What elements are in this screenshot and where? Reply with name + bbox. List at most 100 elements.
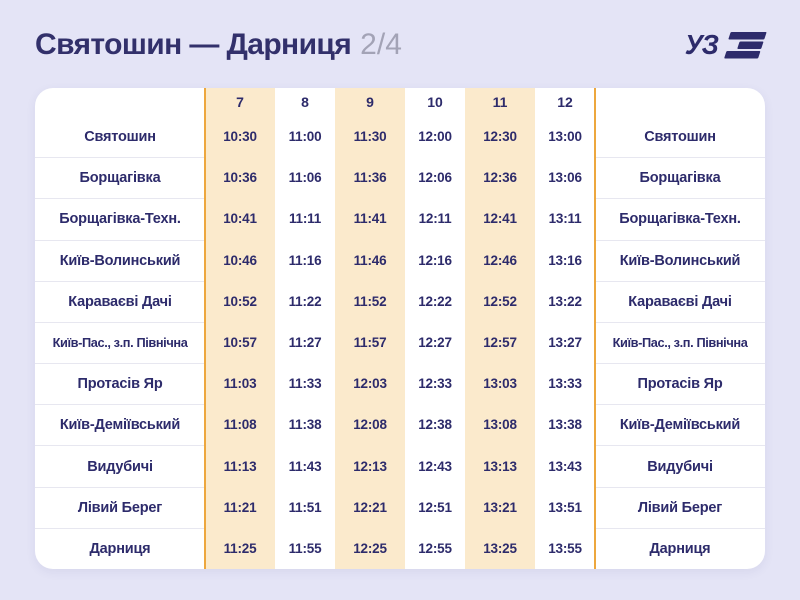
time-cell: 10:30: [205, 116, 275, 158]
hour-header-8: 8: [301, 94, 309, 110]
page-indicator: 2/4: [360, 28, 402, 61]
time-cell: 11:51: [288, 499, 322, 515]
hour-header-12: 12: [557, 94, 573, 110]
time-cell: 11:11: [288, 211, 322, 227]
time-cell: 12:41: [465, 198, 535, 240]
time-cell: 12:06: [418, 170, 452, 186]
timetable-grid: 7 8 9 10 11 12 Святошин 10:30 11:00 11:30 12:00 12:…: [35, 88, 765, 569]
time-cell: 12:36: [465, 157, 535, 199]
time-cell: 13:21: [465, 486, 535, 528]
station-name-right: Київ-Пас., з.п. Північна: [595, 321, 765, 363]
station-header-left: [35, 88, 205, 116]
hour-header-10: 10: [427, 94, 443, 110]
time-cell: 11:55: [288, 540, 322, 556]
time-cell: 11:43: [288, 458, 322, 474]
time-cell: 11:03: [205, 363, 275, 405]
time-cell: 10:57: [205, 321, 275, 364]
time-cell: 11:25: [205, 527, 275, 569]
time-cell: 11:33: [288, 376, 322, 392]
time-cell: 13:55: [548, 540, 582, 556]
time-cell: 12:22: [418, 293, 452, 309]
route-title: Святошин — Дарниця: [35, 28, 352, 61]
time-cell: 12:38: [418, 417, 452, 433]
time-cell: 11:13: [205, 445, 275, 487]
station-name-right: Лівий Берег: [595, 486, 765, 528]
time-cell: 11:00: [288, 129, 322, 145]
time-cell: 11:22: [288, 293, 322, 309]
station-name-right: Святошин: [644, 128, 716, 145]
time-cell: 12:08: [335, 404, 405, 446]
station-name-right: Видубичі: [595, 445, 765, 486]
station-name-left: Лівий Берег: [35, 486, 205, 528]
station-name-right: Протасів Яр: [595, 363, 765, 404]
time-cell: 10:52: [205, 280, 275, 322]
time-cell: 10:46: [205, 239, 275, 281]
uz-logo-text: УЗ: [684, 29, 719, 60]
uz-logo: УЗ: [684, 29, 767, 61]
time-cell: 13:11: [548, 211, 582, 227]
time-cell: 13:22: [548, 293, 582, 309]
time-cell: 11:21: [205, 486, 275, 528]
time-cell: 12:03: [335, 363, 405, 405]
time-cell: 12:00: [418, 129, 452, 145]
time-cell: 11:16: [288, 252, 322, 268]
time-cell: 12:52: [465, 280, 535, 322]
station-name-left: Київ-Пас., з.п. Північна: [35, 321, 205, 363]
station-name-right: Борщагівка: [595, 157, 765, 198]
time-cell: 11:06: [288, 170, 322, 186]
station-header-right: [595, 88, 765, 116]
hour-header-7: 7: [205, 88, 275, 116]
page-title: Святошин — Дарниця 2/4: [35, 28, 402, 62]
timetable: 7 8 9 10 11 12 Святошин 10:30 11:00 11:30 12:00 12:…: [35, 88, 765, 569]
station-name-right: Київ-Деміївський: [595, 404, 765, 445]
time-cell: 12:25: [335, 527, 405, 569]
station-name-left: Київ-Волинський: [35, 239, 205, 281]
time-cell: 11:30: [335, 116, 405, 158]
divider-right: [594, 88, 596, 569]
time-cell: 11:38: [288, 417, 322, 433]
station-name-left: Святошин: [84, 128, 156, 145]
time-cell: 12:43: [418, 458, 452, 474]
station-name-left: Дарниця: [35, 527, 205, 569]
time-cell: 10:41: [205, 198, 275, 240]
station-name-left: Київ-Деміївський: [35, 404, 205, 445]
time-cell: 13:13: [465, 445, 535, 487]
time-cell: 12:11: [418, 211, 452, 227]
station-name-right: Київ-Волинський: [595, 239, 765, 281]
time-cell: 13:08: [465, 404, 535, 446]
station-name-right: Борщагівка-Техн.: [595, 198, 765, 239]
time-cell: 12:30: [465, 116, 535, 158]
time-cell: 12:57: [465, 321, 535, 364]
time-cell: 11:46: [335, 239, 405, 281]
uz-logo-train-icon: [724, 32, 767, 59]
time-cell: 12:21: [335, 486, 405, 528]
time-cell: 13:27: [548, 334, 582, 350]
time-cell: 13:03: [465, 363, 535, 405]
header: Святошин — Дарниця 2/4 УЗ: [35, 24, 767, 66]
station-name-left: Борщагівка-Техн.: [35, 198, 205, 239]
station-name-left: Протасів Яр: [35, 363, 205, 404]
station-name-right: Караваєві Дачі: [595, 280, 765, 322]
time-cell: 12:16: [418, 252, 452, 268]
time-cell: 13:25: [465, 527, 535, 569]
station-name-right: Дарниця: [595, 527, 765, 569]
time-cell: 11:27: [288, 334, 322, 350]
time-cell: 11:57: [335, 321, 405, 364]
time-cell: 10:36: [205, 157, 275, 199]
station-name-left: Караваєві Дачі: [35, 280, 205, 322]
time-cell: 13:38: [548, 417, 582, 433]
time-cell: 11:08: [205, 404, 275, 446]
time-cell: 11:36: [335, 157, 405, 199]
time-cell: 12:33: [418, 376, 452, 392]
station-name-left: Борщагівка: [35, 157, 205, 198]
time-cell: 13:43: [548, 458, 582, 474]
hour-header-9: 9: [335, 88, 405, 116]
time-cell: 11:52: [335, 280, 405, 322]
time-cell: 13:00: [548, 129, 582, 145]
time-cell: 12:46: [465, 239, 535, 281]
time-cell: 13:33: [548, 376, 582, 392]
time-cell: 12:27: [418, 334, 452, 350]
hour-header-11: 11: [465, 88, 535, 116]
time-cell: 13:06: [548, 170, 582, 186]
time-cell: 13:16: [548, 252, 582, 268]
